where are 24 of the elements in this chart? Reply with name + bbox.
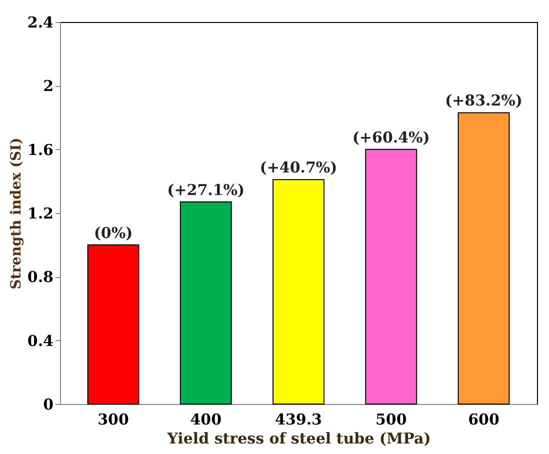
y-tick-label: 2 — [43, 77, 54, 96]
annotation: (+40.7%) — [260, 158, 338, 177]
bar — [180, 201, 232, 404]
y-tick-label: 0.8 — [27, 268, 54, 286]
annotation: (+60.4%) — [352, 128, 430, 146]
y-tick-label: 1.2 — [27, 204, 54, 222]
y-tick-label: 1.6 — [27, 140, 54, 159]
bar — [458, 112, 510, 404]
y-tick-label: 0.4 — [27, 332, 54, 350]
x-tick-label: 600 — [468, 410, 500, 428]
y-tick-label: 0 — [43, 396, 54, 414]
annotation: (+27.1%) — [167, 180, 245, 199]
x-tick-label: 500 — [375, 410, 407, 428]
y-axis-title: Strength index (SI) — [8, 138, 24, 290]
annotation: (0%) — [94, 224, 133, 242]
annotation: (+83.2%) — [444, 92, 523, 110]
bar — [272, 179, 324, 404]
x-axis-title: Yield stress of steel tube (MPa) — [166, 430, 431, 448]
x-tick-label: 439.3 — [275, 410, 322, 428]
bar — [365, 148, 418, 404]
y-tick-label: 2.4 — [27, 14, 54, 32]
x-tick-label: 400 — [190, 410, 222, 428]
x-tick-label: 300 — [98, 410, 129, 428]
bar — [87, 244, 140, 404]
